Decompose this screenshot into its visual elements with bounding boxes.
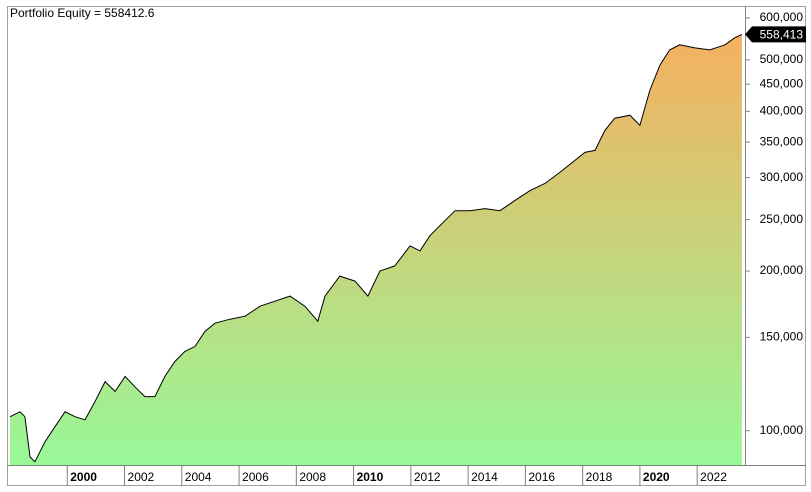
x-tick-label: 2014 (471, 470, 498, 484)
x-tick-label: 2004 (185, 470, 212, 484)
y-tick-label: 500,000 (760, 52, 804, 66)
chart-title: Portfolio Equity = 558412.6 (10, 6, 155, 20)
x-tick-label: 2006 (242, 470, 269, 484)
x-tick-label: 2020 (643, 470, 670, 484)
y-tick-label: 350,000 (760, 134, 804, 148)
y-tick-label: 450,000 (760, 76, 804, 90)
last-value-label: 558,413 (760, 28, 804, 42)
x-tick-label: 2018 (586, 470, 613, 484)
y-tick-label: 150,000 (760, 330, 804, 344)
x-tick-label: 2008 (299, 470, 326, 484)
y-tick-label: 200,000 (760, 263, 804, 277)
y-tick-label: 100,000 (760, 423, 804, 437)
last-value-marker (745, 26, 806, 43)
x-tick-label: 2012 (414, 470, 441, 484)
y-tick-label: 400,000 (760, 103, 804, 117)
y-tick-label: 250,000 (760, 212, 804, 226)
y-tick-label: 600,000 (760, 10, 804, 24)
equity-area (10, 34, 742, 466)
x-tick-label: 2016 (528, 470, 555, 484)
x-tick-label: 2010 (357, 470, 384, 484)
x-tick-label: 2002 (128, 470, 155, 484)
x-tick-label: 2022 (700, 470, 727, 484)
x-tick-label: 2000 (70, 470, 97, 484)
y-tick-label: 300,000 (760, 170, 804, 184)
equity-line (9, 33, 743, 463)
